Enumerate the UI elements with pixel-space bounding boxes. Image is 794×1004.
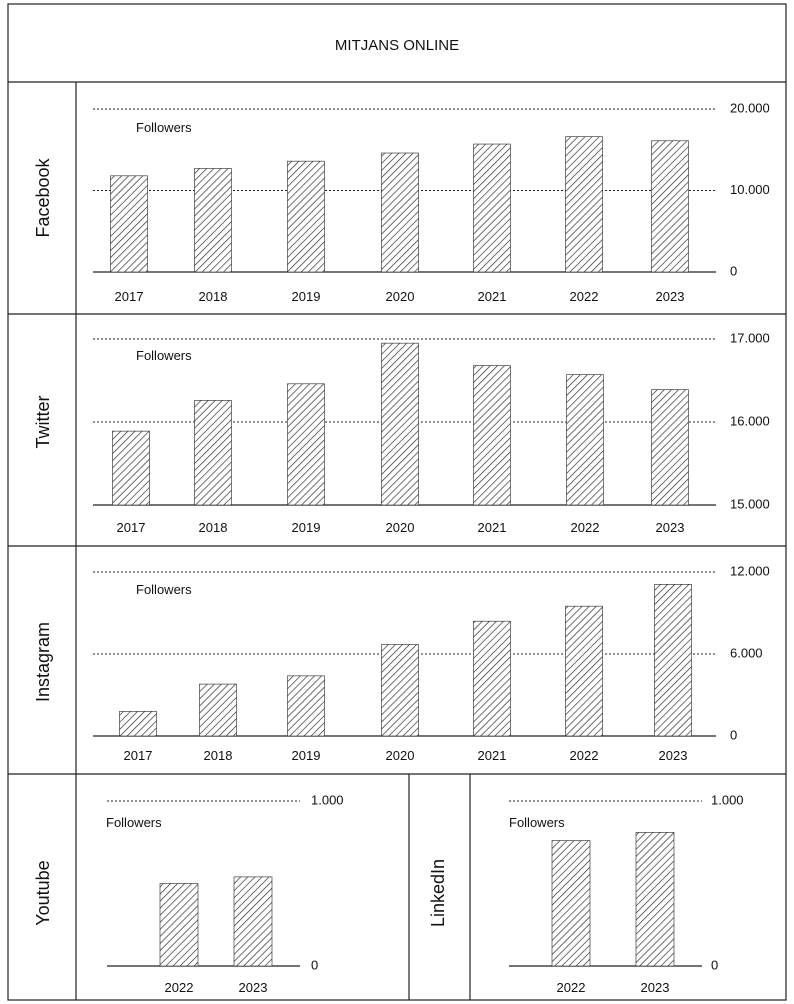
twitter-category-label: 2017 <box>117 520 146 535</box>
twitter-tick-label: 17.000 <box>730 330 770 345</box>
twitter-bar-2020 <box>381 342 419 506</box>
facebook-category-label: 2019 <box>292 289 321 304</box>
instagram-tick-label: 0 <box>730 727 737 742</box>
facebook-category-label: 2017 <box>115 289 144 304</box>
instagram-bar-2021 <box>473 620 511 737</box>
linkedin-category-label: 2022 <box>557 980 586 995</box>
linkedin-category-label: 2023 <box>641 980 670 995</box>
twitter-bar-2021 <box>473 365 511 506</box>
twitter-tick-label: 15.000 <box>730 496 770 511</box>
twitter-category-label: 2019 <box>292 520 321 535</box>
youtube-category-label: 2022 <box>165 980 194 995</box>
twitter-category-label: 2023 <box>656 520 685 535</box>
outer-frame <box>7 3 787 1001</box>
twitter-tick-label: 16.000 <box>730 413 770 428</box>
twitter-category-label: 2018 <box>199 520 228 535</box>
instagram-category-label: 2018 <box>204 748 233 763</box>
youtube-series-label: Followers <box>106 815 162 830</box>
facebook-bar-2021 <box>473 143 511 273</box>
facebook-bar-2022 <box>565 136 603 273</box>
twitter-platform-label: Twitter <box>33 395 53 448</box>
charts-layer: Facebook Followers 0 10.000 20.000 2017 2018 20… <box>33 100 770 995</box>
instagram-bar-2017 <box>119 711 157 737</box>
twitter-bar-2023 <box>651 389 689 506</box>
instagram-bar-2018 <box>199 683 237 737</box>
youtube-tick-label: 0 <box>311 957 318 972</box>
facebook-category-label: 2018 <box>199 289 228 304</box>
facebook-platform-label: Facebook <box>33 157 53 237</box>
instagram-bar-2023 <box>654 583 692 737</box>
instagram-bar-2022 <box>565 605 603 737</box>
twitter-category-label: 2022 <box>571 520 600 535</box>
instagram-tick-label: 6.000 <box>730 645 763 660</box>
facebook-tick-label: 10.000 <box>730 182 770 197</box>
facebook-category-label: 2022 <box>570 289 599 304</box>
twitter-bar-2019 <box>287 383 325 506</box>
facebook-tick-label: 20.000 <box>730 100 770 115</box>
twitter-category-label: 2021 <box>478 520 507 535</box>
youtube-tick-label: 1.000 <box>311 792 344 807</box>
instagram-tick-label: 12.000 <box>730 563 770 578</box>
page-title: MITJANS ONLINE <box>335 37 459 54</box>
facebook-category-label: 2023 <box>656 289 685 304</box>
facebook-category-label: 2021 <box>478 289 507 304</box>
instagram-category-label: 2022 <box>570 748 599 763</box>
instagram-category-label: 2020 <box>386 748 415 763</box>
linkedin-bar-2022 <box>551 840 591 967</box>
facebook-tick-label: 0 <box>730 263 737 278</box>
facebook-bar-2023 <box>651 140 689 273</box>
twitter-category-label: 2020 <box>386 520 415 535</box>
linkedin-bar-2023 <box>635 832 675 967</box>
instagram-platform-label: Instagram <box>33 622 53 702</box>
twitter-bar-2022 <box>566 374 604 506</box>
youtube-bar-2022 <box>159 883 199 967</box>
instagram-category-label: 2023 <box>659 748 688 763</box>
youtube-category-label: 2023 <box>239 980 268 995</box>
instagram-bar-2019 <box>287 675 325 737</box>
facebook-category-label: 2020 <box>386 289 415 304</box>
youtube-platform-label: Youtube <box>33 860 53 925</box>
instagram-category-label: 2017 <box>124 748 153 763</box>
linkedin-tick-label: 1.000 <box>711 792 744 807</box>
instagram-bar-2020 <box>381 644 419 737</box>
twitter-bar-2017 <box>112 430 150 506</box>
linkedin-series-label: Followers <box>509 815 565 830</box>
linkedin-tick-label: 0 <box>711 957 718 972</box>
twitter-series-label: Followers <box>136 348 192 363</box>
instagram-category-label: 2021 <box>478 748 507 763</box>
facebook-bar-2018 <box>194 168 232 273</box>
twitter-bar-2018 <box>194 400 232 506</box>
instagram-series-label: Followers <box>136 582 192 597</box>
instagram-category-label: 2019 <box>292 748 321 763</box>
linkedin-platform-label: LinkedIn <box>428 859 448 927</box>
facebook-series-label: Followers <box>136 120 192 135</box>
facebook-bar-2017 <box>110 175 148 273</box>
facebook-bar-2019 <box>287 160 325 273</box>
facebook-bar-2020 <box>381 152 419 273</box>
youtube-bar-2023 <box>233 876 273 967</box>
